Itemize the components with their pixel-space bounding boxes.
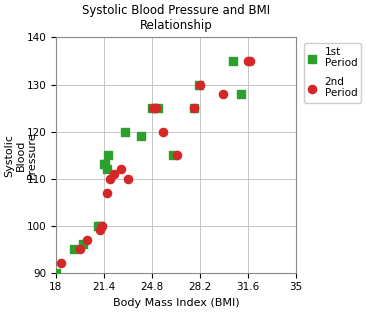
2nd
Period xyxy=(77,246,83,251)
1st
Period xyxy=(101,162,107,167)
1st
Period xyxy=(238,91,244,96)
1st
Period xyxy=(122,129,128,134)
2nd
Period xyxy=(150,105,156,110)
2nd
Period xyxy=(59,261,64,266)
2nd
Period xyxy=(153,105,159,110)
1st
Period xyxy=(196,82,202,87)
Legend: 1st
Period, 2nd
Period: 1st Period, 2nd Period xyxy=(304,43,361,103)
2nd
Period xyxy=(104,190,110,195)
1st
Period xyxy=(95,223,101,228)
2nd
Period xyxy=(100,223,105,228)
2nd
Period xyxy=(197,82,203,87)
2nd
Period xyxy=(118,167,124,172)
1st
Period xyxy=(191,105,197,110)
1st
Period xyxy=(97,223,102,228)
2nd
Period xyxy=(175,153,180,158)
1st
Period xyxy=(229,59,235,64)
2nd
Period xyxy=(111,171,117,176)
2nd
Period xyxy=(107,176,112,181)
Y-axis label: Systolic
Blood
Pressure: Systolic Blood Pressure xyxy=(4,131,37,179)
1st
Period xyxy=(105,153,111,158)
2nd
Period xyxy=(125,176,131,181)
1st
Period xyxy=(149,105,155,110)
2nd
Period xyxy=(191,105,197,110)
1st
Period xyxy=(104,167,110,172)
Title: Systolic Blood Pressure and BMI
Relationship: Systolic Blood Pressure and BMI Relation… xyxy=(82,4,270,32)
2nd
Period xyxy=(245,59,251,64)
1st
Period xyxy=(102,162,108,167)
1st
Period xyxy=(53,270,59,275)
1st
Period xyxy=(170,153,176,158)
2nd
Period xyxy=(84,237,90,242)
2nd
Period xyxy=(97,228,102,233)
1st
Period xyxy=(71,246,77,251)
2nd
Period xyxy=(247,59,253,64)
1st
Period xyxy=(155,105,161,110)
1st
Period xyxy=(138,134,143,139)
1st
Period xyxy=(80,242,86,247)
X-axis label: Body Mass Index (BMI): Body Mass Index (BMI) xyxy=(113,298,239,308)
2nd
Period xyxy=(160,129,166,134)
2nd
Period xyxy=(220,91,225,96)
